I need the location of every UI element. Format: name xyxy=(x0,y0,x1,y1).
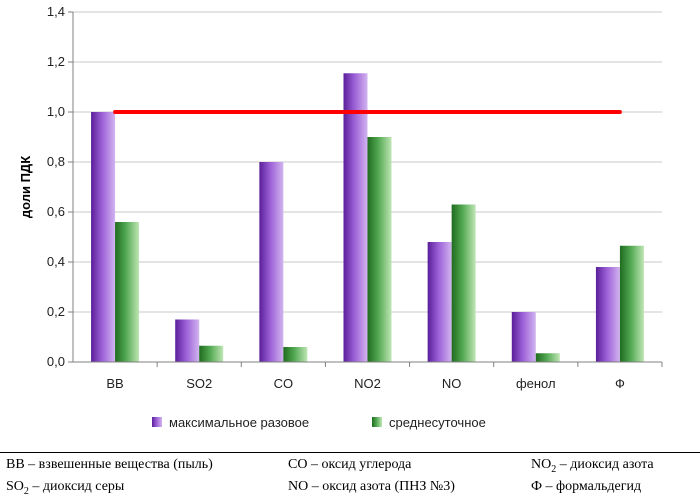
bar-max-single xyxy=(511,312,536,362)
bar-daily-average xyxy=(451,204,476,362)
legend: максимальное разовое среднесуточное xyxy=(152,415,486,430)
bar-daily-average xyxy=(283,347,308,362)
y-tick-label: 0,4 xyxy=(47,254,65,269)
chart: 0,0 0,2 0,4 0,6 0,8 1,0 1,2 1,4 доли ПДК ВВ SO2 C… xyxy=(18,4,663,430)
y-tick-label: 1,4 xyxy=(47,4,65,19)
y-tick-label: 0,6 xyxy=(47,204,65,219)
bar-max-single xyxy=(259,162,284,362)
x-tick-label: Ф xyxy=(615,376,625,391)
footnote-so2-sub: 2 xyxy=(23,485,29,497)
legend-label: максимальное разовое xyxy=(169,415,309,430)
bar-max-single xyxy=(175,319,200,362)
bar-daily-average xyxy=(619,245,644,362)
legend-swatch xyxy=(372,417,382,427)
y-tick-label: 1,0 xyxy=(47,104,65,119)
footnote-no2-chem: NO xyxy=(531,457,552,472)
x-tick-label: CO xyxy=(274,376,294,391)
bar-max-single xyxy=(595,267,620,362)
footnote-co: СО – оксид углерода xyxy=(288,457,412,472)
footnotes: ВВ – взвешенные вещества (пыль) СО – окс… xyxy=(0,452,700,500)
bar-daily-average xyxy=(199,345,224,362)
bar-max-single xyxy=(91,112,116,362)
bar-max-single xyxy=(343,73,368,362)
y-tick-label: 0,2 xyxy=(47,304,65,319)
x-axis: ВВ SO2 CO NO2 NO фенол Ф xyxy=(106,362,663,391)
footnote-so2: SO2 – диоксид серы xyxy=(6,479,124,497)
footnote-so2-text: – диоксид серы xyxy=(28,479,125,494)
y-axis: 0,0 0,2 0,4 0,6 0,8 1,0 1,2 1,4 xyxy=(47,4,73,369)
bar-daily-average xyxy=(115,222,140,362)
x-tick-label: NO xyxy=(442,376,462,391)
x-tick-label: ВВ xyxy=(106,376,123,391)
footnote-no: NO – оксид азота (ПНЗ №3) xyxy=(288,479,455,494)
bar-daily-average xyxy=(535,353,560,362)
axes xyxy=(72,12,662,363)
y-axis-label: доли ПДК xyxy=(18,156,33,218)
x-tick-label: фенол xyxy=(516,376,556,391)
legend-swatch xyxy=(152,417,162,427)
footnote-no2-text: – диоксид азота xyxy=(556,457,654,472)
legend-label: среднесуточное xyxy=(389,415,486,430)
y-tick-label: 0,8 xyxy=(47,154,65,169)
y-tick-label: 0,0 xyxy=(47,354,65,369)
footnote-no2: NO2 – диоксид азота xyxy=(531,457,654,475)
footnote-vv: ВВ – взвешенные вещества (пыль) xyxy=(6,457,213,472)
footnote-so2-chem: SO xyxy=(6,479,24,494)
y-tick-label: 1,2 xyxy=(47,54,65,69)
bar-max-single xyxy=(427,242,452,362)
bar-chart: 0,0 0,2 0,4 0,6 0,8 1,0 1,2 1,4 доли ПДК ВВ SO2 C… xyxy=(18,4,663,430)
footnote-no2-sub: 2 xyxy=(551,463,557,475)
footnote-formaldehyde: Ф – формальдегид xyxy=(531,479,642,494)
x-tick-label: NO2 xyxy=(354,376,381,391)
bars xyxy=(91,73,644,362)
x-tick-label: SO2 xyxy=(186,376,212,391)
bar-daily-average xyxy=(367,137,392,362)
